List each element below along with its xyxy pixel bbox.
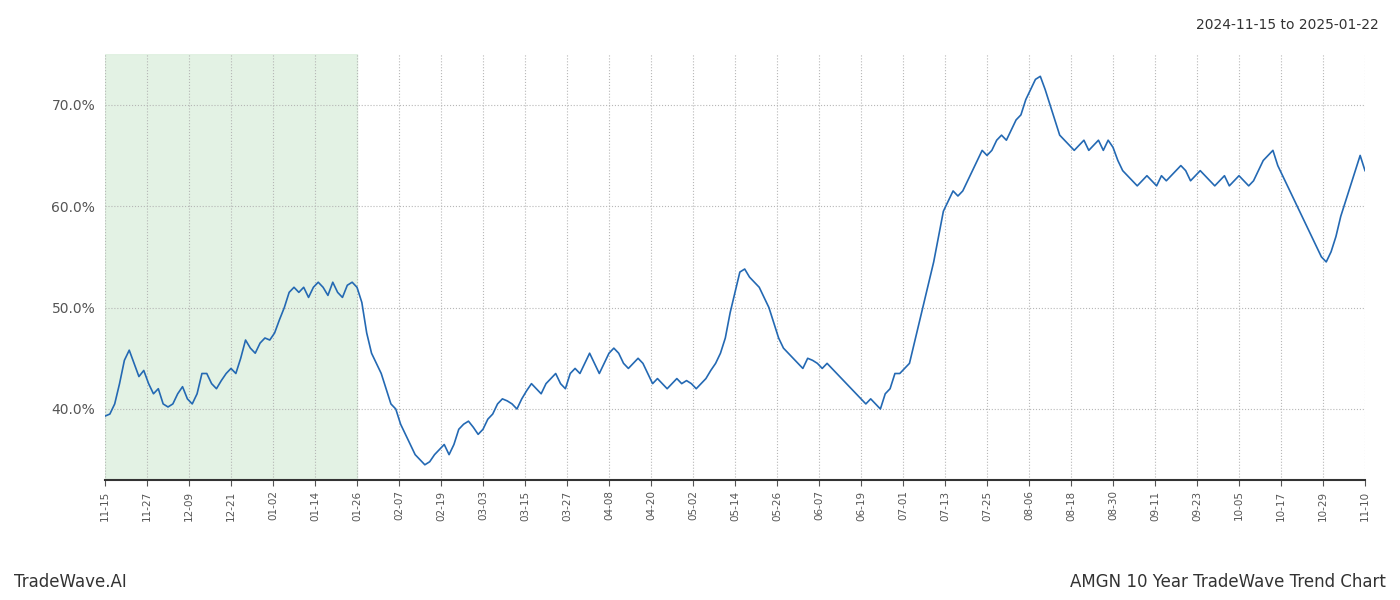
Text: AMGN 10 Year TradeWave Trend Chart: AMGN 10 Year TradeWave Trend Chart — [1070, 573, 1386, 591]
Text: 2024-11-15 to 2025-01-22: 2024-11-15 to 2025-01-22 — [1196, 18, 1379, 32]
Text: TradeWave.AI: TradeWave.AI — [14, 573, 127, 591]
Bar — [105, 54, 357, 480]
